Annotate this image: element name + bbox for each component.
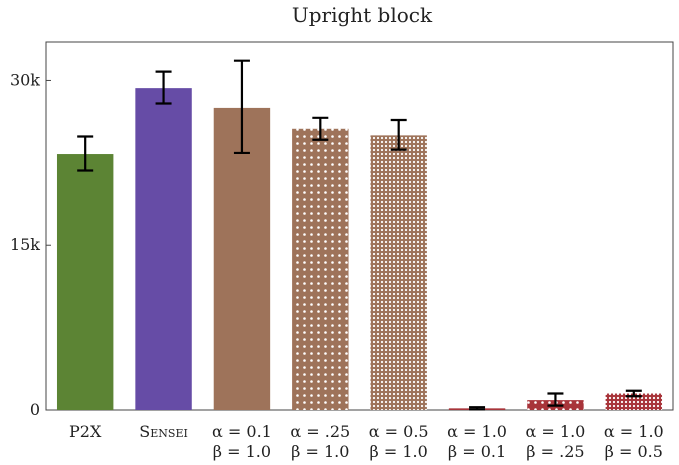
- x-tick-label: α = 0.5: [369, 422, 429, 441]
- bar-2: [135, 88, 192, 410]
- chart-title: Upright block: [292, 3, 433, 27]
- x-tick-label-line2: β = 0.5: [605, 442, 663, 461]
- error-bar-4: [312, 116, 329, 141]
- x-tick-label: α = 1.0: [447, 422, 507, 441]
- x-tick-label: α = 1.0: [526, 422, 586, 441]
- error-bar-1: [77, 135, 94, 172]
- x-tick-label-line2: β = .25: [526, 442, 584, 461]
- x-tick-label: α = 0.1: [212, 422, 272, 441]
- x-tick-label: P2X: [69, 422, 102, 441]
- y-tick-label: 0: [30, 400, 40, 419]
- error-bar-3: [233, 59, 250, 155]
- x-tick-label: α = 1.0: [604, 422, 664, 441]
- y-tick-label: 15k: [10, 235, 40, 254]
- error-bar-8: [625, 389, 642, 398]
- x-tick-label-line2: β = 0.1: [448, 442, 506, 461]
- bar-3: [213, 107, 271, 410]
- x-tick-label: α = .25: [290, 422, 350, 441]
- y-tick-label: 30k: [10, 70, 40, 89]
- x-tick-label: Sensei: [139, 422, 188, 441]
- plot-frame: [45, 41, 674, 411]
- bar-5: [370, 135, 427, 410]
- bar-1: [56, 154, 114, 410]
- x-tick-label-line2: β = 1.0: [213, 442, 271, 461]
- x-tick-label-line2: β = 1.0: [370, 442, 428, 461]
- error-bar-5: [390, 118, 407, 151]
- error-bar-7: [547, 392, 564, 407]
- bar-4: [292, 128, 349, 410]
- error-bar-2: [155, 70, 172, 105]
- x-tick-label-line2: β = 1.0: [291, 442, 349, 461]
- bar-8: [605, 393, 663, 410]
- error-bar-6: [469, 406, 486, 411]
